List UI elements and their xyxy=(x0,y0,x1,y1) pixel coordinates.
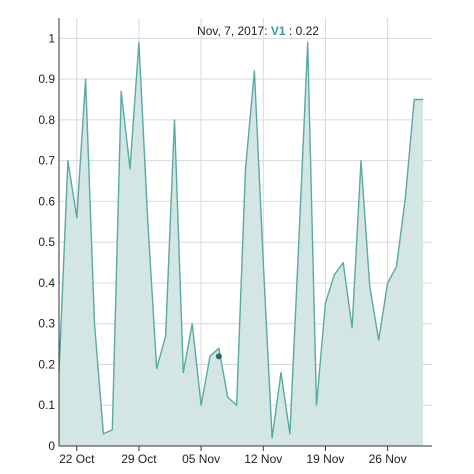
highlight-marker xyxy=(215,353,222,360)
y-tick-label: 0.6 xyxy=(38,194,55,208)
tooltip-date: Nov, 7, 2017: xyxy=(197,24,268,38)
y-tick-label: 0.5 xyxy=(38,235,55,249)
tooltip-series-label: V1 xyxy=(271,24,286,38)
y-tick-label: 0 xyxy=(48,439,55,453)
y-tick-label: 0.9 xyxy=(38,72,55,86)
x-tick-label: 22 Oct xyxy=(59,452,95,466)
x-tick-label: 12 Nov xyxy=(244,452,282,466)
x-tick-label: 19 Nov xyxy=(306,452,344,466)
y-tick-label: 0.1 xyxy=(38,398,55,412)
axes xyxy=(58,18,432,451)
area-fill xyxy=(59,42,424,446)
tooltip-value: : 0.22 xyxy=(289,24,319,38)
highlight-point xyxy=(215,353,222,360)
y-tick-label: 0.8 xyxy=(38,113,55,127)
y-tick-labels: 0 0.1 0.2 0.3 0.4 0.5 0.6 0.7 0.8 0.9 1 xyxy=(38,31,55,453)
tooltip: Nov, 7, 2017: V1 : 0.22 xyxy=(197,24,319,38)
series-line xyxy=(58,41,424,439)
x-tick-label: 26 Nov xyxy=(369,452,407,466)
x-tick-labels: 22 Oct 29 Oct 05 Nov 12 Nov 19 Nov 26 Nov xyxy=(59,452,407,466)
y-tick-label: 0.2 xyxy=(38,357,55,371)
x-tick-label: 29 Oct xyxy=(121,452,157,466)
x-tick-label: 05 Nov xyxy=(182,452,220,466)
y-tick-label: 0.7 xyxy=(38,154,55,168)
y-tick-label: 1 xyxy=(48,31,55,45)
area-series xyxy=(58,41,424,446)
y-tick-label: 0.4 xyxy=(38,276,55,290)
y-tick-label: 0.3 xyxy=(38,317,55,331)
